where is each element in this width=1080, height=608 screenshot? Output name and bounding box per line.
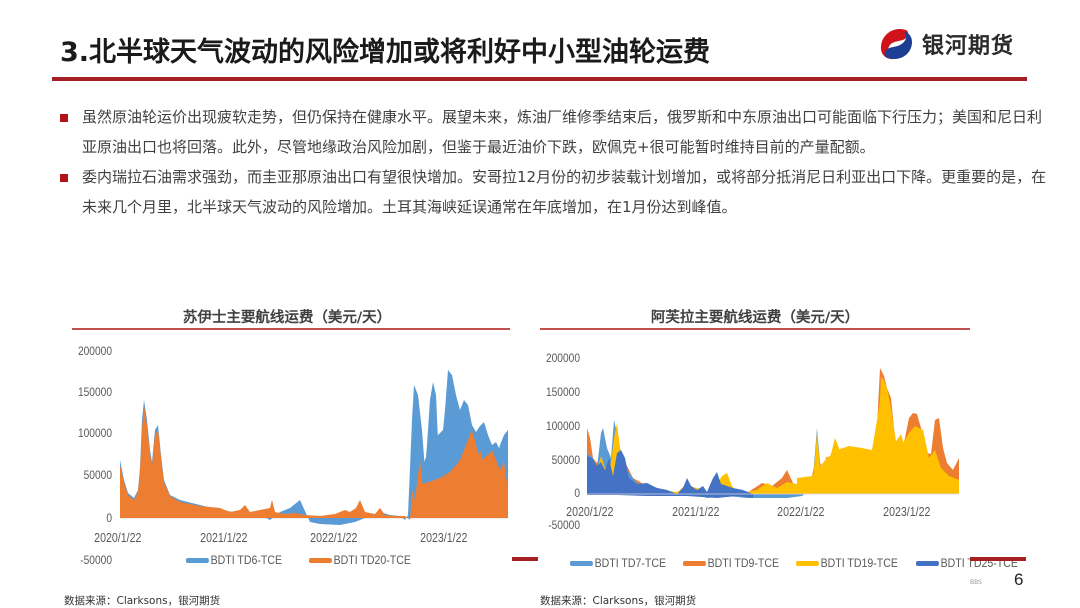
legend-swatch	[796, 560, 820, 566]
decorative-red-mark	[970, 557, 1026, 561]
y-tick: 50000	[551, 453, 580, 467]
galaxy-futures-logo-icon	[880, 28, 912, 60]
chart-title-rule	[540, 328, 970, 330]
chart-title: 阿芙拉主要航线运费（美元/天）	[650, 310, 860, 326]
y-tick: 200000	[545, 351, 580, 365]
y-tick: 50000	[83, 468, 112, 482]
legend-item-td20: BDTI TD20-TCE	[309, 553, 411, 567]
y-tick: 200000	[77, 344, 112, 358]
x-tick: 2020/1/22	[566, 505, 614, 519]
y-tick: 150000	[77, 385, 112, 399]
legend-label: BDTI TD19-TCE	[820, 556, 899, 570]
x-tick: 2021/1/22	[200, 531, 248, 545]
plot-area	[587, 368, 959, 498]
bullet-item: 虽然原油轮运价出现疲软走势，但仍保持在健康水平。展望未来，炼油厂维修季结束后，俄…	[58, 102, 1048, 162]
page-number: 6	[1014, 570, 1024, 589]
y-tick: 100000	[77, 426, 112, 440]
footer-tiny-text: BBS	[970, 579, 982, 586]
x-tick: 2023/1/22	[883, 505, 931, 519]
chart-legend: BDTI TD6-TCE BDTI TD20-TCE	[186, 553, 439, 567]
chart-legend: BDTI TD7-TCE BDTI TD9-TCE BDTI TD19-TCE …	[570, 556, 1032, 570]
chart-title: 苏伊士主要航线运费（美元/天）	[182, 310, 392, 326]
legend-label: BDTI TD7-TCE	[594, 556, 667, 570]
bullet-item: 委内瑞拉石油需求强劲，而圭亚那原油出口有望很快增加。安哥拉12月份的初步装载计划…	[58, 162, 1048, 222]
data-source: 数据来源：Clarksons，银河期货	[540, 595, 697, 607]
decorative-red-mark	[512, 557, 538, 561]
legend-item-td6: BDTI TD6-TCE	[186, 553, 282, 567]
bullet-text: 虽然原油轮运价出现疲软走势，但仍保持在健康水平。展望未来，炼油厂维修季结束后，俄…	[82, 108, 1043, 156]
bullet-text: 委内瑞拉石油需求强劲，而圭亚那原油出口有望很快增加。安哥拉12月份的初步装载计划…	[82, 168, 1047, 216]
x-tick: 2022/1/22	[777, 505, 825, 519]
legend-label: BDTI TD9-TCE	[707, 556, 780, 570]
plot-area	[120, 370, 508, 525]
y-tick: -50000	[548, 518, 580, 532]
y-tick: 0	[574, 486, 580, 500]
legend-swatch	[570, 560, 593, 566]
y-tick: -50000	[80, 553, 112, 567]
page-title: 3.北半球天气波动的风险增加或将利好中小型油轮运费	[60, 37, 711, 68]
x-tick: 2021/1/22	[672, 505, 720, 519]
x-tick: 2023/1/22	[420, 531, 468, 545]
legend-item-td19: BDTI TD19-TCE	[796, 556, 898, 570]
brand-logo: 银河期货	[876, 26, 1014, 62]
legend-label: BDTI TD20-TCE	[333, 553, 412, 567]
bullet-list: 虽然原油轮运价出现疲软走势，但仍保持在健康水平。展望未来，炼油厂维修季结束后，俄…	[58, 102, 1048, 222]
legend-swatch	[916, 560, 939, 566]
legend-label: BDTI TD6-TCE	[210, 553, 283, 567]
legend-swatch	[309, 557, 333, 563]
legend-item-td9: BDTI TD9-TCE	[683, 556, 779, 570]
x-tick: 2020/1/22	[94, 531, 142, 545]
y-tick: 150000	[545, 385, 580, 399]
legend-item-td7: BDTI TD7-TCE	[570, 556, 666, 570]
legend-swatch	[683, 560, 707, 566]
chart-title-rule	[72, 328, 510, 330]
y-tick: 0	[106, 511, 112, 525]
x-tick: 2022/1/22	[310, 531, 358, 545]
header-divider	[52, 77, 1027, 81]
logo-text: 银河期货	[922, 34, 1015, 59]
legend-swatch	[186, 557, 209, 563]
data-source: 数据来源：Clarksons，银河期货	[64, 595, 221, 607]
y-tick: 100000	[545, 419, 580, 433]
